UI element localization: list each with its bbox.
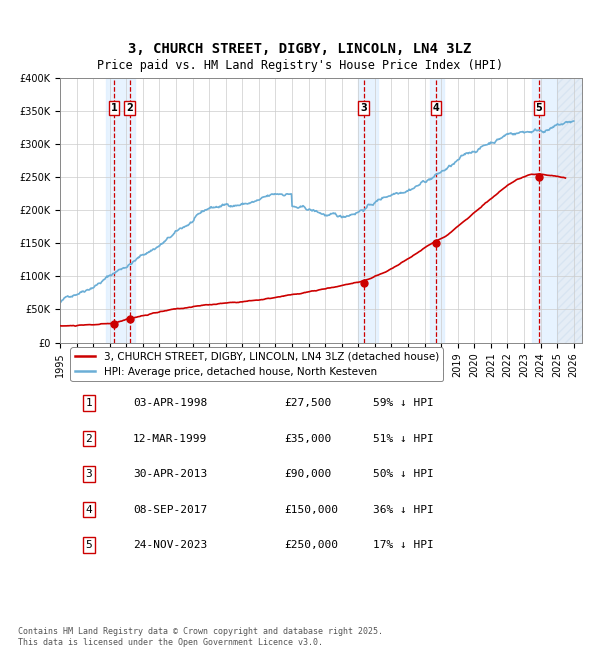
Text: 17% ↓ HPI: 17% ↓ HPI — [373, 540, 434, 550]
Bar — [532, 78, 557, 343]
Text: £90,000: £90,000 — [284, 469, 332, 479]
Text: 03-APR-1998: 03-APR-1998 — [133, 398, 208, 408]
Bar — [557, 78, 582, 343]
Text: 2: 2 — [85, 434, 92, 444]
Text: 1: 1 — [85, 398, 92, 408]
Text: £35,000: £35,000 — [284, 434, 332, 444]
Text: 5: 5 — [536, 103, 542, 112]
Bar — [430, 78, 445, 343]
Text: 51% ↓ HPI: 51% ↓ HPI — [373, 434, 434, 444]
Text: 50% ↓ HPI: 50% ↓ HPI — [373, 469, 434, 479]
Text: Contains HM Land Registry data © Crown copyright and database right 2025.
This d: Contains HM Land Registry data © Crown c… — [18, 627, 383, 647]
Text: 36% ↓ HPI: 36% ↓ HPI — [373, 504, 434, 515]
Text: 30-APR-2013: 30-APR-2013 — [133, 469, 208, 479]
Legend: 3, CHURCH STREET, DIGBY, LINCOLN, LN4 3LZ (detached house), HPI: Average price, : 3, CHURCH STREET, DIGBY, LINCOLN, LN4 3L… — [70, 347, 443, 381]
Text: Price paid vs. HM Land Registry's House Price Index (HPI): Price paid vs. HM Land Registry's House … — [97, 58, 503, 72]
Text: 12-MAR-1999: 12-MAR-1999 — [133, 434, 208, 444]
Text: 3, CHURCH STREET, DIGBY, LINCOLN, LN4 3LZ: 3, CHURCH STREET, DIGBY, LINCOLN, LN4 3L… — [128, 42, 472, 57]
Text: 1: 1 — [110, 103, 117, 112]
Bar — [358, 78, 378, 343]
Text: 2: 2 — [126, 103, 133, 112]
Text: 5: 5 — [85, 540, 92, 550]
Bar — [106, 78, 134, 343]
Text: 3: 3 — [85, 469, 92, 479]
Text: 3: 3 — [361, 103, 367, 112]
Text: 59% ↓ HPI: 59% ↓ HPI — [373, 398, 434, 408]
Text: 24-NOV-2023: 24-NOV-2023 — [133, 540, 208, 550]
Text: £27,500: £27,500 — [284, 398, 332, 408]
Text: 4: 4 — [85, 504, 92, 515]
Text: £150,000: £150,000 — [284, 504, 338, 515]
Text: 4: 4 — [433, 103, 439, 112]
Text: 08-SEP-2017: 08-SEP-2017 — [133, 504, 208, 515]
Text: £250,000: £250,000 — [284, 540, 338, 550]
